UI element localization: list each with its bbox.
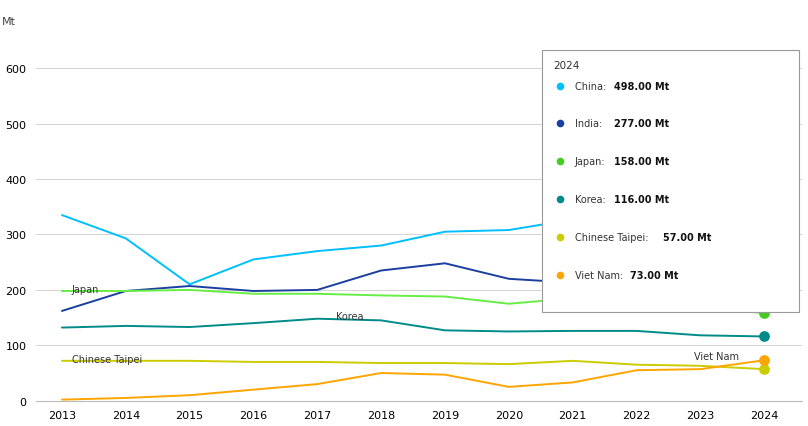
FancyBboxPatch shape <box>542 50 798 313</box>
Text: 277.00 Mt: 277.00 Mt <box>613 119 669 129</box>
Text: India: India <box>725 239 755 249</box>
Text: 116.00 Mt: 116.00 Mt <box>613 195 669 204</box>
Text: Viet Nam:: Viet Nam: <box>575 270 626 280</box>
Point <box>758 244 771 251</box>
Text: Korea:: Korea: <box>575 195 608 204</box>
Text: 158.00 Mt: 158.00 Mt <box>613 157 669 167</box>
Text: Chinese Taipei: Chinese Taipei <box>72 354 141 364</box>
Point <box>758 310 771 317</box>
Text: Japan: Japan <box>72 284 99 294</box>
Text: Japan:: Japan: <box>575 157 608 167</box>
Text: 73.00 Mt: 73.00 Mt <box>630 270 679 280</box>
Point <box>758 357 771 364</box>
Point <box>758 366 771 373</box>
Text: 498.00 Mt: 498.00 Mt <box>613 81 669 91</box>
Text: China:: China: <box>575 81 609 91</box>
Text: Chinese Taipei:: Chinese Taipei: <box>575 232 651 242</box>
Text: Mt: Mt <box>2 17 16 27</box>
Text: India:: India: <box>575 119 605 129</box>
Text: 57.00 Mt: 57.00 Mt <box>663 232 712 242</box>
Point <box>758 122 771 129</box>
Text: 2024: 2024 <box>553 61 580 71</box>
Text: Viet Nam: Viet Nam <box>693 351 739 362</box>
Point <box>758 333 771 340</box>
Text: Korea: Korea <box>336 312 364 322</box>
